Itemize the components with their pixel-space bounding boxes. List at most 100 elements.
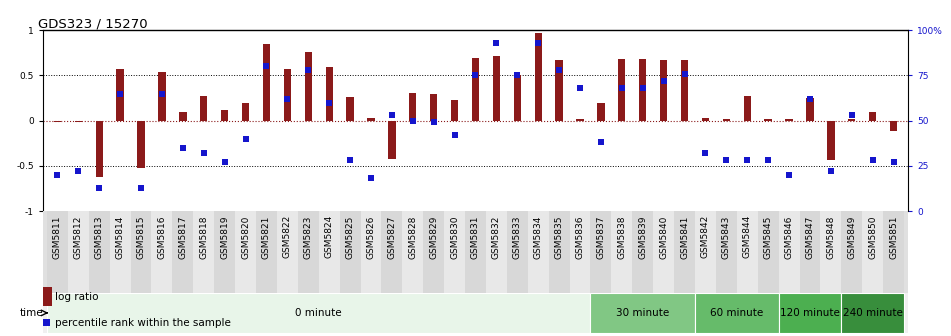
Bar xyxy=(47,211,68,293)
Text: GSM5812: GSM5812 xyxy=(74,215,83,258)
Text: 60 minute: 60 minute xyxy=(710,308,764,318)
Bar xyxy=(842,211,863,293)
Text: GSM5846: GSM5846 xyxy=(785,215,793,258)
Bar xyxy=(172,211,193,293)
Bar xyxy=(821,211,842,293)
Text: GDS323 / 15270: GDS323 / 15270 xyxy=(38,17,148,30)
Bar xyxy=(493,56,500,121)
Text: GSM5836: GSM5836 xyxy=(575,215,585,259)
Text: GSM5819: GSM5819 xyxy=(221,215,229,259)
Point xyxy=(447,132,462,138)
Text: GSM5837: GSM5837 xyxy=(596,215,606,259)
Text: GSM5833: GSM5833 xyxy=(513,215,522,259)
Point xyxy=(301,67,316,73)
Bar xyxy=(451,100,458,121)
Bar xyxy=(193,211,214,293)
Bar xyxy=(869,113,876,121)
Text: GSM5832: GSM5832 xyxy=(492,215,501,258)
Bar xyxy=(242,102,249,121)
Point xyxy=(677,71,692,76)
Bar xyxy=(444,211,465,293)
Text: 0 minute: 0 minute xyxy=(296,308,342,318)
Bar xyxy=(597,102,605,121)
Bar xyxy=(137,121,145,168)
Bar xyxy=(88,211,109,293)
Text: GSM5834: GSM5834 xyxy=(534,215,543,258)
Bar xyxy=(465,211,486,293)
Bar xyxy=(611,211,632,293)
Bar xyxy=(744,96,751,121)
Bar xyxy=(360,211,381,293)
Text: GSM5849: GSM5849 xyxy=(847,215,856,258)
Bar xyxy=(779,293,842,333)
Text: GSM5845: GSM5845 xyxy=(764,215,772,258)
Bar xyxy=(848,119,855,121)
Bar xyxy=(639,59,647,121)
Point xyxy=(468,73,483,78)
Bar xyxy=(200,96,207,121)
Point xyxy=(573,85,588,91)
Bar xyxy=(109,211,130,293)
Bar xyxy=(674,211,695,293)
Point xyxy=(698,151,713,156)
Text: GSM5840: GSM5840 xyxy=(659,215,669,258)
Point xyxy=(782,172,797,177)
Bar xyxy=(409,93,417,121)
Point xyxy=(886,160,902,165)
Bar xyxy=(298,211,319,293)
Point xyxy=(175,145,190,151)
Bar xyxy=(262,44,270,121)
Text: 30 minute: 30 minute xyxy=(616,308,670,318)
Text: GSM5828: GSM5828 xyxy=(408,215,417,258)
Bar xyxy=(325,67,333,121)
Point xyxy=(761,158,776,163)
Point xyxy=(217,160,232,165)
Point xyxy=(719,158,734,163)
Text: GSM5814: GSM5814 xyxy=(116,215,125,258)
Point xyxy=(112,91,127,96)
Text: GSM5824: GSM5824 xyxy=(324,215,334,258)
Point xyxy=(280,96,295,101)
Bar xyxy=(381,211,402,293)
Point xyxy=(740,158,755,163)
Bar xyxy=(758,211,779,293)
Text: GSM5826: GSM5826 xyxy=(366,215,376,258)
Text: GSM5818: GSM5818 xyxy=(200,215,208,259)
Text: GSM5831: GSM5831 xyxy=(471,215,480,259)
Bar xyxy=(827,121,835,160)
Bar xyxy=(591,293,695,333)
Bar xyxy=(283,69,291,121)
Point xyxy=(531,40,546,46)
Bar xyxy=(890,121,897,131)
Bar xyxy=(549,211,570,293)
Bar xyxy=(534,33,542,121)
Bar xyxy=(618,59,626,121)
Text: GSM5847: GSM5847 xyxy=(805,215,814,258)
Point xyxy=(844,113,860,118)
Bar xyxy=(388,121,396,159)
Point xyxy=(49,172,65,177)
Bar xyxy=(214,211,235,293)
Bar xyxy=(54,121,61,122)
Bar xyxy=(179,113,186,121)
Text: log ratio: log ratio xyxy=(55,292,99,302)
Bar xyxy=(75,121,82,122)
Bar xyxy=(472,58,479,121)
Bar xyxy=(660,60,668,121)
Text: GSM5844: GSM5844 xyxy=(743,215,751,258)
Point xyxy=(321,100,337,105)
Point xyxy=(614,85,630,91)
Bar xyxy=(402,211,423,293)
Text: GSM5815: GSM5815 xyxy=(137,215,146,259)
Text: GSM5820: GSM5820 xyxy=(241,215,250,258)
Bar xyxy=(96,121,103,177)
Bar xyxy=(863,211,883,293)
Bar xyxy=(68,211,88,293)
Bar xyxy=(423,211,444,293)
Bar xyxy=(883,211,904,293)
Text: GSM5829: GSM5829 xyxy=(429,215,438,258)
Text: GSM5839: GSM5839 xyxy=(638,215,648,259)
Text: GSM5817: GSM5817 xyxy=(179,215,187,259)
Bar xyxy=(570,211,591,293)
Text: time: time xyxy=(20,308,43,318)
